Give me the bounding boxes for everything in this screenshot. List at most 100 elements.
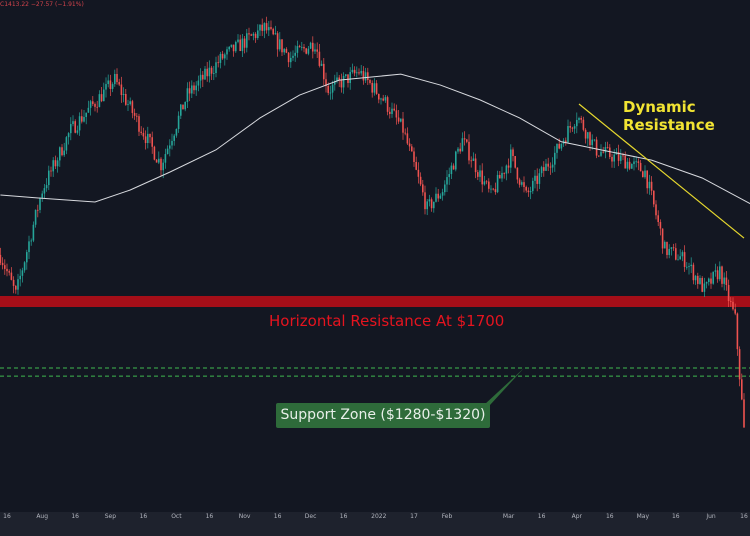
candle-body xyxy=(496,174,499,193)
candle-body xyxy=(39,198,41,210)
candle-body xyxy=(118,82,120,85)
candle-body xyxy=(0,254,2,263)
moving-average-line xyxy=(0,73,750,205)
candle-body xyxy=(624,155,626,169)
candle-body xyxy=(358,72,360,74)
candle-body xyxy=(587,132,589,139)
candle-body xyxy=(103,89,105,102)
candle-body xyxy=(635,161,637,163)
candle-body xyxy=(151,137,153,147)
candle-body xyxy=(461,138,464,152)
candle-body xyxy=(540,167,543,174)
candle-body xyxy=(617,152,620,161)
candle-body xyxy=(224,54,226,59)
candle-body xyxy=(318,51,321,66)
x-tick-label: Apr xyxy=(571,513,582,520)
candle-body xyxy=(87,107,90,113)
candle-body xyxy=(670,247,673,249)
candle-body xyxy=(125,93,127,105)
x-tick-label: 16 xyxy=(139,513,148,520)
candle-body xyxy=(492,188,494,190)
candle-body xyxy=(655,204,657,216)
candle-body xyxy=(204,68,206,80)
candle-body xyxy=(312,42,314,52)
candle-body xyxy=(512,149,514,157)
candle-body xyxy=(560,143,563,149)
candle-body xyxy=(226,49,228,55)
candle-body xyxy=(481,170,483,185)
candle-body xyxy=(446,177,448,185)
candle-body xyxy=(556,143,558,153)
candle-body xyxy=(620,155,622,161)
candle-body xyxy=(257,30,259,38)
candle-body xyxy=(8,271,10,273)
candle-body xyxy=(690,264,692,267)
candle-body xyxy=(527,190,530,193)
candle-body xyxy=(549,166,552,168)
candle-body xyxy=(611,156,613,162)
candle-body xyxy=(83,116,85,122)
candle-body xyxy=(76,130,79,133)
candle-body xyxy=(400,118,402,122)
candle-body xyxy=(63,150,65,156)
candle-body xyxy=(450,165,453,175)
candle-body xyxy=(94,103,96,107)
candle-body xyxy=(397,117,400,122)
candle-body xyxy=(177,115,180,130)
candle-body xyxy=(186,88,189,102)
candle-body xyxy=(243,38,246,48)
x-tick-label: 16 xyxy=(339,513,348,520)
candle-body xyxy=(136,115,138,117)
candle-body xyxy=(215,62,217,74)
candle-body xyxy=(292,55,294,58)
candle-body xyxy=(666,241,668,255)
candle-body xyxy=(664,241,666,249)
candle-body xyxy=(468,141,470,161)
candle-body xyxy=(296,46,299,53)
candle-body xyxy=(160,158,162,171)
candle-body xyxy=(386,97,389,112)
candle-body xyxy=(239,39,241,52)
candle-body xyxy=(74,121,76,133)
candle-body xyxy=(683,252,686,267)
candle-body xyxy=(593,139,596,141)
candle-body xyxy=(485,181,488,183)
candle-body xyxy=(644,170,646,178)
candle-body xyxy=(142,132,145,137)
candle-body xyxy=(523,182,525,188)
candle-body xyxy=(441,192,444,196)
candle-body xyxy=(466,139,468,142)
candle-body xyxy=(298,46,301,48)
candle-body xyxy=(501,172,503,179)
candle-body xyxy=(314,49,316,52)
candle-body xyxy=(677,259,679,261)
candle-body xyxy=(162,162,164,171)
candle-body xyxy=(411,146,413,152)
x-tick-label: 17 xyxy=(410,513,418,520)
candle-body xyxy=(503,172,505,174)
candle-body xyxy=(569,126,571,128)
candle-body xyxy=(26,252,28,263)
candle-body xyxy=(340,80,343,88)
candle-body xyxy=(459,148,461,152)
candle-body xyxy=(626,161,629,169)
candle-body xyxy=(182,104,184,110)
candle-body xyxy=(705,282,708,284)
candle-body xyxy=(606,147,609,148)
candle-body xyxy=(483,181,486,185)
x-tick-label: 16 xyxy=(273,513,282,520)
candle-body xyxy=(448,174,450,178)
candle-body xyxy=(479,170,481,177)
candle-body xyxy=(290,57,292,63)
candle-body xyxy=(138,116,140,132)
candle-body xyxy=(279,39,281,50)
candle-body xyxy=(338,77,340,81)
candle-body xyxy=(505,165,508,174)
candle-body xyxy=(111,84,114,89)
candle-body xyxy=(382,98,384,101)
candle-body xyxy=(650,181,653,191)
price-chart[interactable] xyxy=(0,0,750,512)
time-axis[interactable] xyxy=(0,512,750,536)
candle-body xyxy=(571,127,574,129)
candle-body xyxy=(21,270,24,276)
